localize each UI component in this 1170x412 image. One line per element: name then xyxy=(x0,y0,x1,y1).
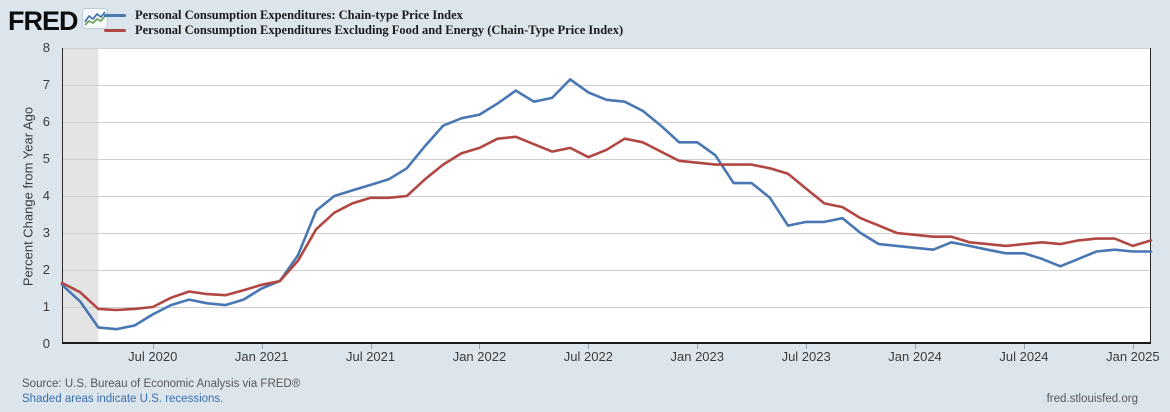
x-tick-label-jul-2023: Jul 2023 xyxy=(781,349,831,364)
x-tick-label-jul-2021: Jul 2021 xyxy=(345,349,396,364)
x-tick-label-jan-2024: Jan 2024 xyxy=(888,349,942,364)
data-line-pce xyxy=(60,78,1153,331)
x-tick-label-jan-2025: Jan 2025 xyxy=(1106,349,1160,364)
legend-label: Personal Consumption Expenditures Exclud… xyxy=(135,23,624,37)
fred-logo-chart-icon xyxy=(81,8,108,34)
legend-label: Personal Consumption Expenditures: Chain… xyxy=(135,8,463,22)
x-tick-label-jan-2023: Jan 2023 xyxy=(670,349,725,364)
legend-item-core-pce: Personal Consumption Expenditures Exclud… xyxy=(104,23,623,38)
legend-item-pce: Personal Consumption Expenditures: Chain… xyxy=(104,8,623,23)
data-line-core-pce xyxy=(60,135,1153,312)
fred-url: fred.stlouisfed.org xyxy=(1046,393,1138,405)
x-tick-label-jul-2020: Jul 2020 xyxy=(128,349,178,364)
plot-area xyxy=(60,48,1153,349)
x-tick-label-jan-2021: Jan 2021 xyxy=(234,349,289,364)
y-tick-label-7: 7 xyxy=(42,77,50,92)
y-tick-label-1: 1 xyxy=(42,299,50,314)
y-tick-label-4: 4 xyxy=(42,188,50,203)
legend-swatch-core-pce xyxy=(104,29,126,32)
y-tick-label-0: 0 xyxy=(42,336,50,351)
source-note: Source: U.S. Bureau of Economic Analysis… xyxy=(22,378,301,390)
fred-logo-text: FRED xyxy=(8,5,78,36)
x-tick-label-jul-2022: Jul 2022 xyxy=(563,349,613,364)
legend-swatch-pce xyxy=(104,14,126,17)
x-tick-label-jan-2022: Jan 2022 xyxy=(452,349,507,364)
y-tick-label-5: 5 xyxy=(42,151,50,166)
fred-logo: FRED xyxy=(8,6,108,36)
y-tick-label-3: 3 xyxy=(42,225,50,240)
y-tick-label-2: 2 xyxy=(42,262,50,277)
x-tick-label-jul-2024: Jul 2024 xyxy=(999,349,1049,364)
y-tick-label-6: 6 xyxy=(42,114,50,129)
y-tick-label-8: 8 xyxy=(42,40,50,55)
recession-note-link[interactable]: Shaded areas indicate U.S. recessions. xyxy=(22,393,224,405)
chart-legend: Personal Consumption Expenditures: Chain… xyxy=(104,8,623,38)
chart-canvas xyxy=(60,48,1153,349)
